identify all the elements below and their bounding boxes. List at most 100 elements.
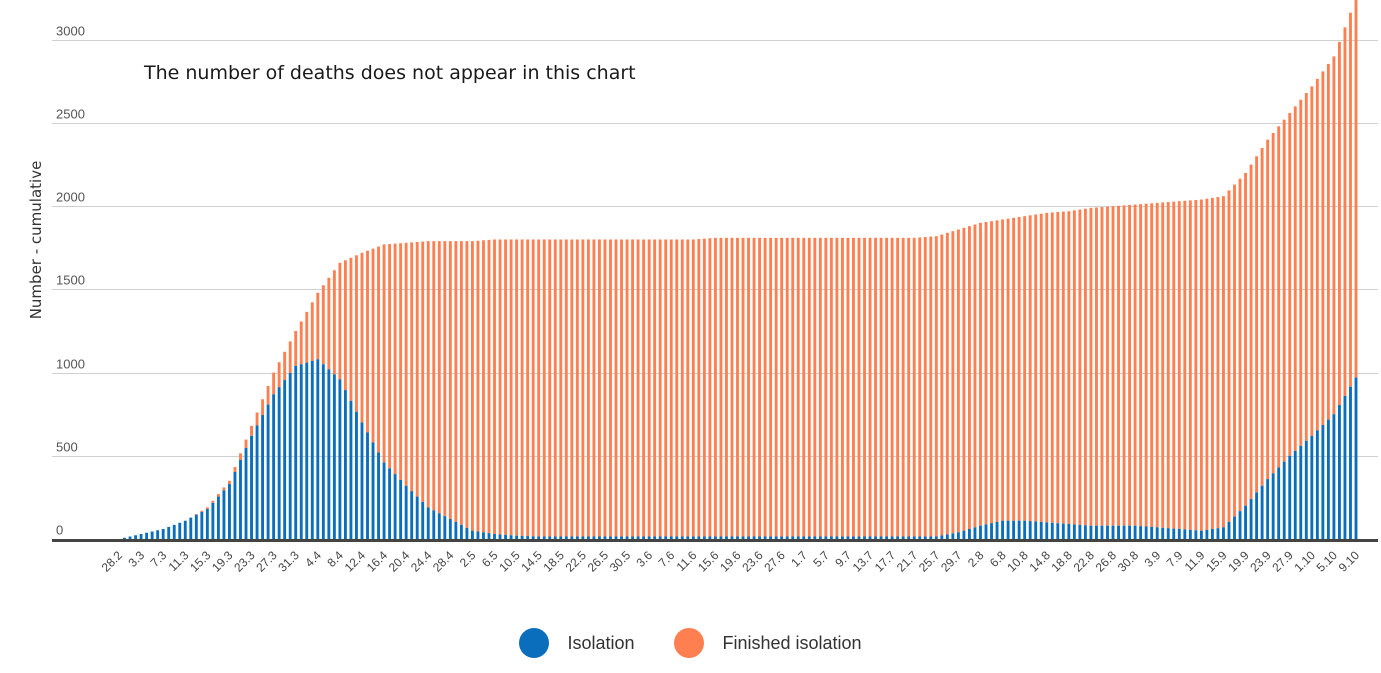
bar-finished-isolation (570, 239, 574, 537)
bar-isolation (239, 459, 242, 539)
bar-isolation (1238, 511, 1242, 539)
bar-finished-isolation (691, 239, 695, 537)
x-tick-label: 10.8 (1004, 548, 1031, 575)
bar-finished-isolation (1166, 202, 1170, 529)
bar-isolation (934, 536, 938, 539)
bar-isolation (852, 536, 855, 539)
bar-finished-isolation (1072, 210, 1076, 525)
bar-finished-isolation (1067, 211, 1071, 525)
bar-finished-isolation (410, 242, 414, 492)
legend-item-finished-isolation[interactable]: Finished isolation (674, 628, 862, 658)
bar-finished-isolation (343, 260, 347, 391)
bar-isolation (426, 507, 430, 539)
bar-finished-isolation (1045, 212, 1049, 523)
bar-isolation (1017, 520, 1021, 539)
bar-isolation (139, 534, 143, 539)
bar-finished-isolation (785, 237, 789, 537)
bar-isolation (288, 373, 292, 539)
bar-isolation (680, 536, 684, 539)
finished-isolation-swatch-icon (674, 628, 705, 658)
bar-isolation (443, 516, 447, 539)
bar-isolation (912, 536, 916, 539)
bar-finished-isolation (658, 239, 662, 537)
bar-finished-isolation (1039, 213, 1043, 522)
bar-finished-isolation (1238, 178, 1242, 512)
bar-isolation (266, 404, 270, 539)
bar-isolation (923, 536, 927, 539)
x-tick-label: 31.3 (275, 548, 302, 575)
y-axis-ticks: 0 500 1000 1500 2000 2500 3000 (56, 24, 85, 538)
bar-finished-isolation (614, 239, 618, 537)
bar-finished-isolation (763, 237, 767, 537)
bar-isolation (1299, 445, 1303, 539)
x-tick-label: 15.3 (187, 548, 214, 575)
bar-isolation (857, 536, 861, 539)
x-tick-label: 30.8 (1115, 548, 1142, 575)
bar-isolation (377, 452, 380, 539)
bar-finished-isolation (228, 480, 231, 485)
bar-finished-isolation (995, 220, 999, 522)
bar-finished-isolation (840, 237, 844, 537)
bar-isolation (1045, 522, 1049, 539)
bar-isolation (995, 521, 999, 539)
bar-isolation (156, 530, 160, 539)
bar-finished-isolation (1083, 208, 1087, 526)
bar-finished-isolation (1028, 215, 1032, 522)
bar-finished-isolation (896, 237, 900, 537)
bar-isolation (686, 536, 690, 539)
bar-finished-isolation (1133, 204, 1137, 526)
bar-isolation (896, 536, 900, 539)
bar-isolation (802, 536, 806, 539)
bar-isolation (1227, 521, 1231, 539)
bar-isolation (459, 524, 463, 539)
bar-isolation (437, 513, 441, 539)
x-tick-label: 11.6 (674, 548, 700, 574)
bar-finished-isolation (968, 226, 971, 530)
bar-isolation (360, 422, 364, 539)
x-tick-label: 7.9 (1164, 548, 1186, 570)
bar-isolation (1194, 530, 1198, 539)
bar-isolation (1304, 440, 1308, 539)
bar-isolation (415, 496, 419, 539)
x-tick-label: 19.3 (209, 548, 236, 575)
bar-finished-isolation (598, 239, 601, 537)
bar-isolation (1199, 530, 1203, 539)
bar-isolation (631, 536, 635, 539)
x-tick-label: 27.9 (1269, 548, 1296, 575)
bar-finished-isolation (675, 239, 679, 537)
bar-finished-isolation (470, 241, 474, 531)
legend-item-isolation[interactable]: Isolation (519, 628, 634, 658)
bar-finished-isolation (979, 222, 982, 526)
bar-isolation (973, 527, 977, 539)
bar-finished-isolation (901, 237, 905, 537)
bar-isolation (691, 536, 695, 539)
bar-finished-isolation (1216, 197, 1220, 529)
bar-finished-isolation (564, 239, 568, 537)
bar-isolation (1095, 525, 1098, 539)
bar-finished-isolation (520, 239, 524, 536)
bar-finished-isolation (868, 237, 872, 537)
bar-isolation (1271, 473, 1275, 539)
bar-finished-isolation (316, 292, 320, 360)
x-tick-label: 3.3 (126, 548, 148, 570)
bar-finished-isolation (874, 237, 877, 537)
x-tick-label: 12.4 (342, 548, 369, 575)
bar-isolation (813, 536, 817, 539)
bar-isolation (1023, 520, 1027, 539)
bar-isolation (1056, 523, 1060, 539)
x-tick-label: 20.4 (386, 548, 413, 575)
bar-isolation (493, 534, 496, 539)
bar-isolation (879, 536, 883, 539)
bar-finished-isolation (233, 467, 237, 473)
bar-finished-isolation (1260, 147, 1264, 486)
bar-isolation (752, 536, 756, 539)
bar-finished-isolation (708, 238, 712, 537)
bar-finished-isolation (1304, 93, 1308, 441)
bar-finished-isolation (1177, 201, 1181, 530)
bar-isolation (520, 535, 524, 539)
bar-isolation (515, 535, 519, 539)
bar-isolation (189, 517, 193, 539)
bar-finished-isolation (774, 237, 778, 537)
bar-finished-isolation (266, 385, 270, 405)
bar-isolation (1100, 525, 1104, 539)
